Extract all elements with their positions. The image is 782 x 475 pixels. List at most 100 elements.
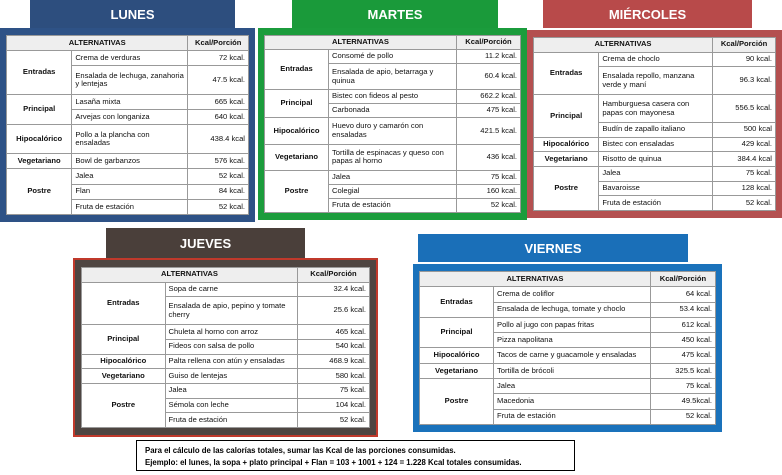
kcal-cell: 468.9 kcal. [296, 353, 371, 370]
kcal-cell: 53.4 kcal. [649, 301, 717, 318]
category-cell: Principal [81, 324, 166, 355]
category-cell: Postre [532, 165, 600, 212]
kcal-cell: 450 kcal. [649, 332, 717, 349]
dish-cell: Colegial [328, 184, 457, 199]
dish-cell: Jalea [493, 378, 651, 395]
header-cell: Kcal/Porción [187, 34, 249, 52]
menu-row: Vegetariano Tortilla de espinacas y queso… [264, 143, 521, 172]
kcal-cell: 60.4 kcal. [456, 62, 521, 91]
category-cell: Hipocalórico [5, 124, 73, 155]
day-title: LUNES [30, 0, 235, 28]
kcal-cell: 75 kcal. [456, 170, 521, 186]
day-panel: ALTERNATIVAS Kcal/Porción Entradas Consomé … [258, 28, 527, 220]
menu-row: Ensalada de apio, pepino y tomate cherry… [82, 296, 371, 326]
dish-cell: Pollo a la plancha con ensaladas [71, 124, 189, 155]
kcal-cell: 75 kcal. [649, 378, 717, 395]
dish-cell: Bowl de garbanzos [71, 153, 189, 170]
menu-row: Budín de zapallo italiano 500 kcal [534, 121, 776, 138]
dish-cell: Bistec con ensaladas [598, 136, 714, 153]
dish-cell: Crema de verduras [71, 50, 189, 67]
category-cell: Entradas [5, 50, 73, 96]
menu-row: Vegetariano Risotto de quinua 384.4 kcal [532, 151, 776, 167]
kcal-cell: 64 kcal. [649, 286, 717, 303]
kcal-cell: 465 kcal. [296, 324, 371, 340]
day-panel: ALTERNATIVAS Kcal/Porción Entradas Sopa de … [73, 258, 378, 437]
menu-row: Principal Pollo al jugo con papas fritas 6… [419, 316, 717, 349]
dish-cell: Consomé de pollo [328, 48, 457, 64]
menu-row: Vegetariano Guiso de lentejas 580 kcal. [81, 368, 371, 384]
dish-cell: Carbonada [328, 103, 457, 119]
menu-row: Fruta de estación 52 kcal. [265, 197, 521, 214]
menu-row: Hipocalórico Palta rellena con atún y ens… [81, 353, 371, 370]
kcal-cell: 47.5 kcal. [187, 65, 249, 96]
kcal-cell: 25.6 kcal. [296, 296, 371, 326]
category-cell: Vegetariano [419, 362, 494, 380]
dish-cell: Ensalada repollo, manzana verde y maní [598, 66, 714, 96]
note-line: Ejemplo: el lunes, la sopa + plato princ… [145, 457, 522, 467]
kcal-cell: 421.5 kcal. [456, 117, 521, 145]
category-cell: Entradas [532, 51, 600, 96]
kcal-cell: 580 kcal. [296, 368, 371, 384]
menu-row: Postre Jalea 75 kcal. [81, 382, 371, 429]
menu-row: Postre Jalea 75 kcal. [419, 378, 717, 425]
menu-row: Fruta de estación 52 kcal. [420, 408, 717, 426]
kcal-cell: 52 kcal. [187, 198, 249, 216]
menu-table: ALTERNATIVAS Kcal/Porción Entradas Crema de… [532, 37, 776, 212]
kcal-cell: 665 kcal. [187, 94, 249, 111]
menu-row: Fruta de estación 52 kcal. [82, 412, 371, 428]
kcal-cell: 32.4 kcal. [296, 281, 371, 298]
menu-row: Postre Jalea 52 kcal. [5, 168, 249, 215]
kcal-cell: 612 kcal. [649, 316, 717, 334]
category-cell: Vegetariano [5, 153, 73, 170]
kcal-cell: 540 kcal. [296, 338, 371, 355]
category-cell: Postre [5, 168, 73, 215]
dish-cell: Bistec con fideos al pesto [328, 89, 457, 105]
menu-row: Arvejas con longaniza 640 kcal. [7, 109, 249, 126]
dish-cell: Arvejas con longaniza [71, 109, 189, 126]
header-cell: ALTERNATIVAS [532, 37, 714, 53]
header-row: ALTERNATIVAS Kcal/Porción [5, 34, 249, 52]
menu-row: Hipocalórico Huevo duro y camarón con ens… [264, 117, 521, 145]
dish-cell: Fideos con salsa de pollo [164, 338, 298, 355]
header-cell: Kcal/Porción [296, 267, 371, 283]
dish-cell: Lasaña mixta [71, 94, 189, 111]
menu-row: Fruta de estación 52 kcal. [7, 198, 249, 216]
day-panel: ALTERNATIVAS Kcal/Porción Entradas Crema de… [0, 28, 255, 222]
menu-row: Entradas Crema de coliflor 64 kcal. [419, 286, 717, 318]
header-cell: ALTERNATIVAS [264, 35, 457, 50]
dish-cell: Fruta de estación [598, 195, 714, 211]
note-line: Para el cálculo de las calorías totales,… [145, 446, 456, 455]
kcal-cell: 52 kcal. [712, 195, 776, 211]
header-cell: Kcal/Porción [649, 270, 717, 288]
dish-cell: Hamburguesa casera con papas con mayones… [598, 94, 714, 123]
dish-cell: Crema de choclo [598, 51, 714, 68]
header-row: ALTERNATIVAS Kcal/Porción [532, 37, 776, 53]
menu-row: Entradas Crema de choclo 90 kcal. [532, 51, 776, 96]
dish-cell: Sémola con leche [164, 397, 298, 414]
menu-row: Hipocalórico Bistec con ensaladas 429 kcal… [532, 136, 776, 153]
menu-row: Postre Jalea 75 kcal. [532, 165, 776, 212]
day-title: VIERNES [418, 234, 688, 262]
category-cell: Vegetariano [81, 368, 166, 384]
kcal-cell: 96.3 kcal. [712, 66, 776, 96]
kcal-cell: 52 kcal. [456, 197, 521, 214]
menu-row: Entradas Crema de verduras 72 kcal. [5, 50, 249, 96]
category-cell: Vegetariano [532, 151, 600, 167]
dish-cell: Budín de zapallo italiano [598, 121, 714, 138]
category-cell: Postre [419, 378, 494, 425]
menu-row: Carbonada 475 kcal. [265, 103, 521, 119]
dish-cell: Fruta de estación [493, 408, 651, 426]
category-cell: Hipocalórico [81, 353, 166, 370]
menu-row: Hipocalórico Pollo a la plancha con ensal… [5, 124, 249, 155]
day-panel: ALTERNATIVAS Kcal/Porción Entradas Crema de… [527, 30, 782, 218]
note-box: Para el cálculo de las calorías totales,… [136, 440, 575, 471]
dish-cell: Ensalada de apio, betarraga y quinua [328, 62, 457, 91]
kcal-cell: 104 kcal. [296, 397, 371, 414]
dish-cell: Risotto de quinua [598, 151, 714, 167]
category-cell: Entradas [81, 281, 166, 326]
menu-table: ALTERNATIVAS Kcal/Porción Entradas Consomé … [264, 35, 521, 214]
dish-cell: Guiso de lentejas [164, 368, 298, 384]
dish-cell: Pollo al jugo con papas fritas [493, 316, 651, 334]
kcal-cell: 436 kcal. [456, 143, 521, 172]
